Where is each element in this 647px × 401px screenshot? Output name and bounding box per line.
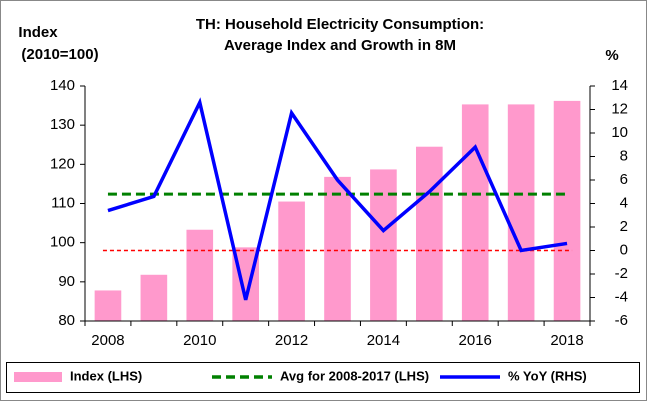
y-tick-label: 110 bbox=[51, 194, 75, 211]
y-tick-label: 100 bbox=[50, 234, 75, 251]
y-tick-label: 130 bbox=[50, 116, 75, 133]
bar bbox=[324, 176, 351, 321]
y2-tick-label: 10 bbox=[611, 124, 628, 141]
y-tick-label: 80 bbox=[58, 312, 75, 329]
chart-title-line: TH: Household Electricity Consumption: bbox=[196, 16, 484, 33]
y-tick-label: 90 bbox=[58, 273, 75, 290]
y2-tick-label: -4 bbox=[615, 288, 628, 305]
y2-axis-label: % bbox=[605, 47, 618, 64]
bar bbox=[553, 100, 581, 321]
legend-box bbox=[6, 362, 640, 393]
y-axis-label: (2010=100) bbox=[21, 46, 98, 63]
legend-label: Avg for 2008-2017 (LHS) bbox=[280, 368, 429, 383]
x-tick-label: 2014 bbox=[367, 332, 400, 349]
legend-swatch bbox=[14, 372, 62, 382]
y2-tick-label: 12 bbox=[611, 100, 628, 117]
line-series bbox=[107, 97, 568, 301]
y-tick-label: 120 bbox=[50, 155, 75, 172]
x-tick-label: 2018 bbox=[550, 332, 583, 349]
bar bbox=[461, 104, 489, 322]
x-tick-label: 2016 bbox=[459, 332, 492, 349]
bar bbox=[94, 290, 122, 321]
y-axis-label: Index bbox=[18, 24, 58, 41]
x-tick-label: 2010 bbox=[183, 332, 216, 349]
y2-tick-label: -2 bbox=[615, 265, 628, 282]
bar bbox=[186, 229, 214, 321]
y2-tick-label: 4 bbox=[620, 194, 628, 211]
y2-tick-label: 8 bbox=[620, 147, 628, 164]
y2-tick-label: 0 bbox=[620, 241, 628, 258]
x-tick-label: 2012 bbox=[275, 332, 308, 349]
bar bbox=[278, 201, 305, 321]
bar bbox=[507, 104, 535, 322]
x-tick-label: 2008 bbox=[91, 332, 124, 349]
y-tick-label: 140 bbox=[50, 77, 75, 94]
y2-tick-label: 2 bbox=[620, 218, 628, 235]
bar bbox=[416, 146, 443, 321]
y2-tick-label: -6 bbox=[615, 312, 628, 329]
chart-title-line: Average Index and Growth in 8M bbox=[224, 37, 456, 54]
legend-label: Index (LHS) bbox=[70, 368, 142, 383]
y2-tick-label: 14 bbox=[611, 77, 628, 94]
bar bbox=[140, 274, 168, 321]
y2-tick-label: 6 bbox=[620, 171, 628, 188]
bar bbox=[370, 169, 397, 321]
legend-label: % YoY (RHS) bbox=[508, 368, 587, 383]
